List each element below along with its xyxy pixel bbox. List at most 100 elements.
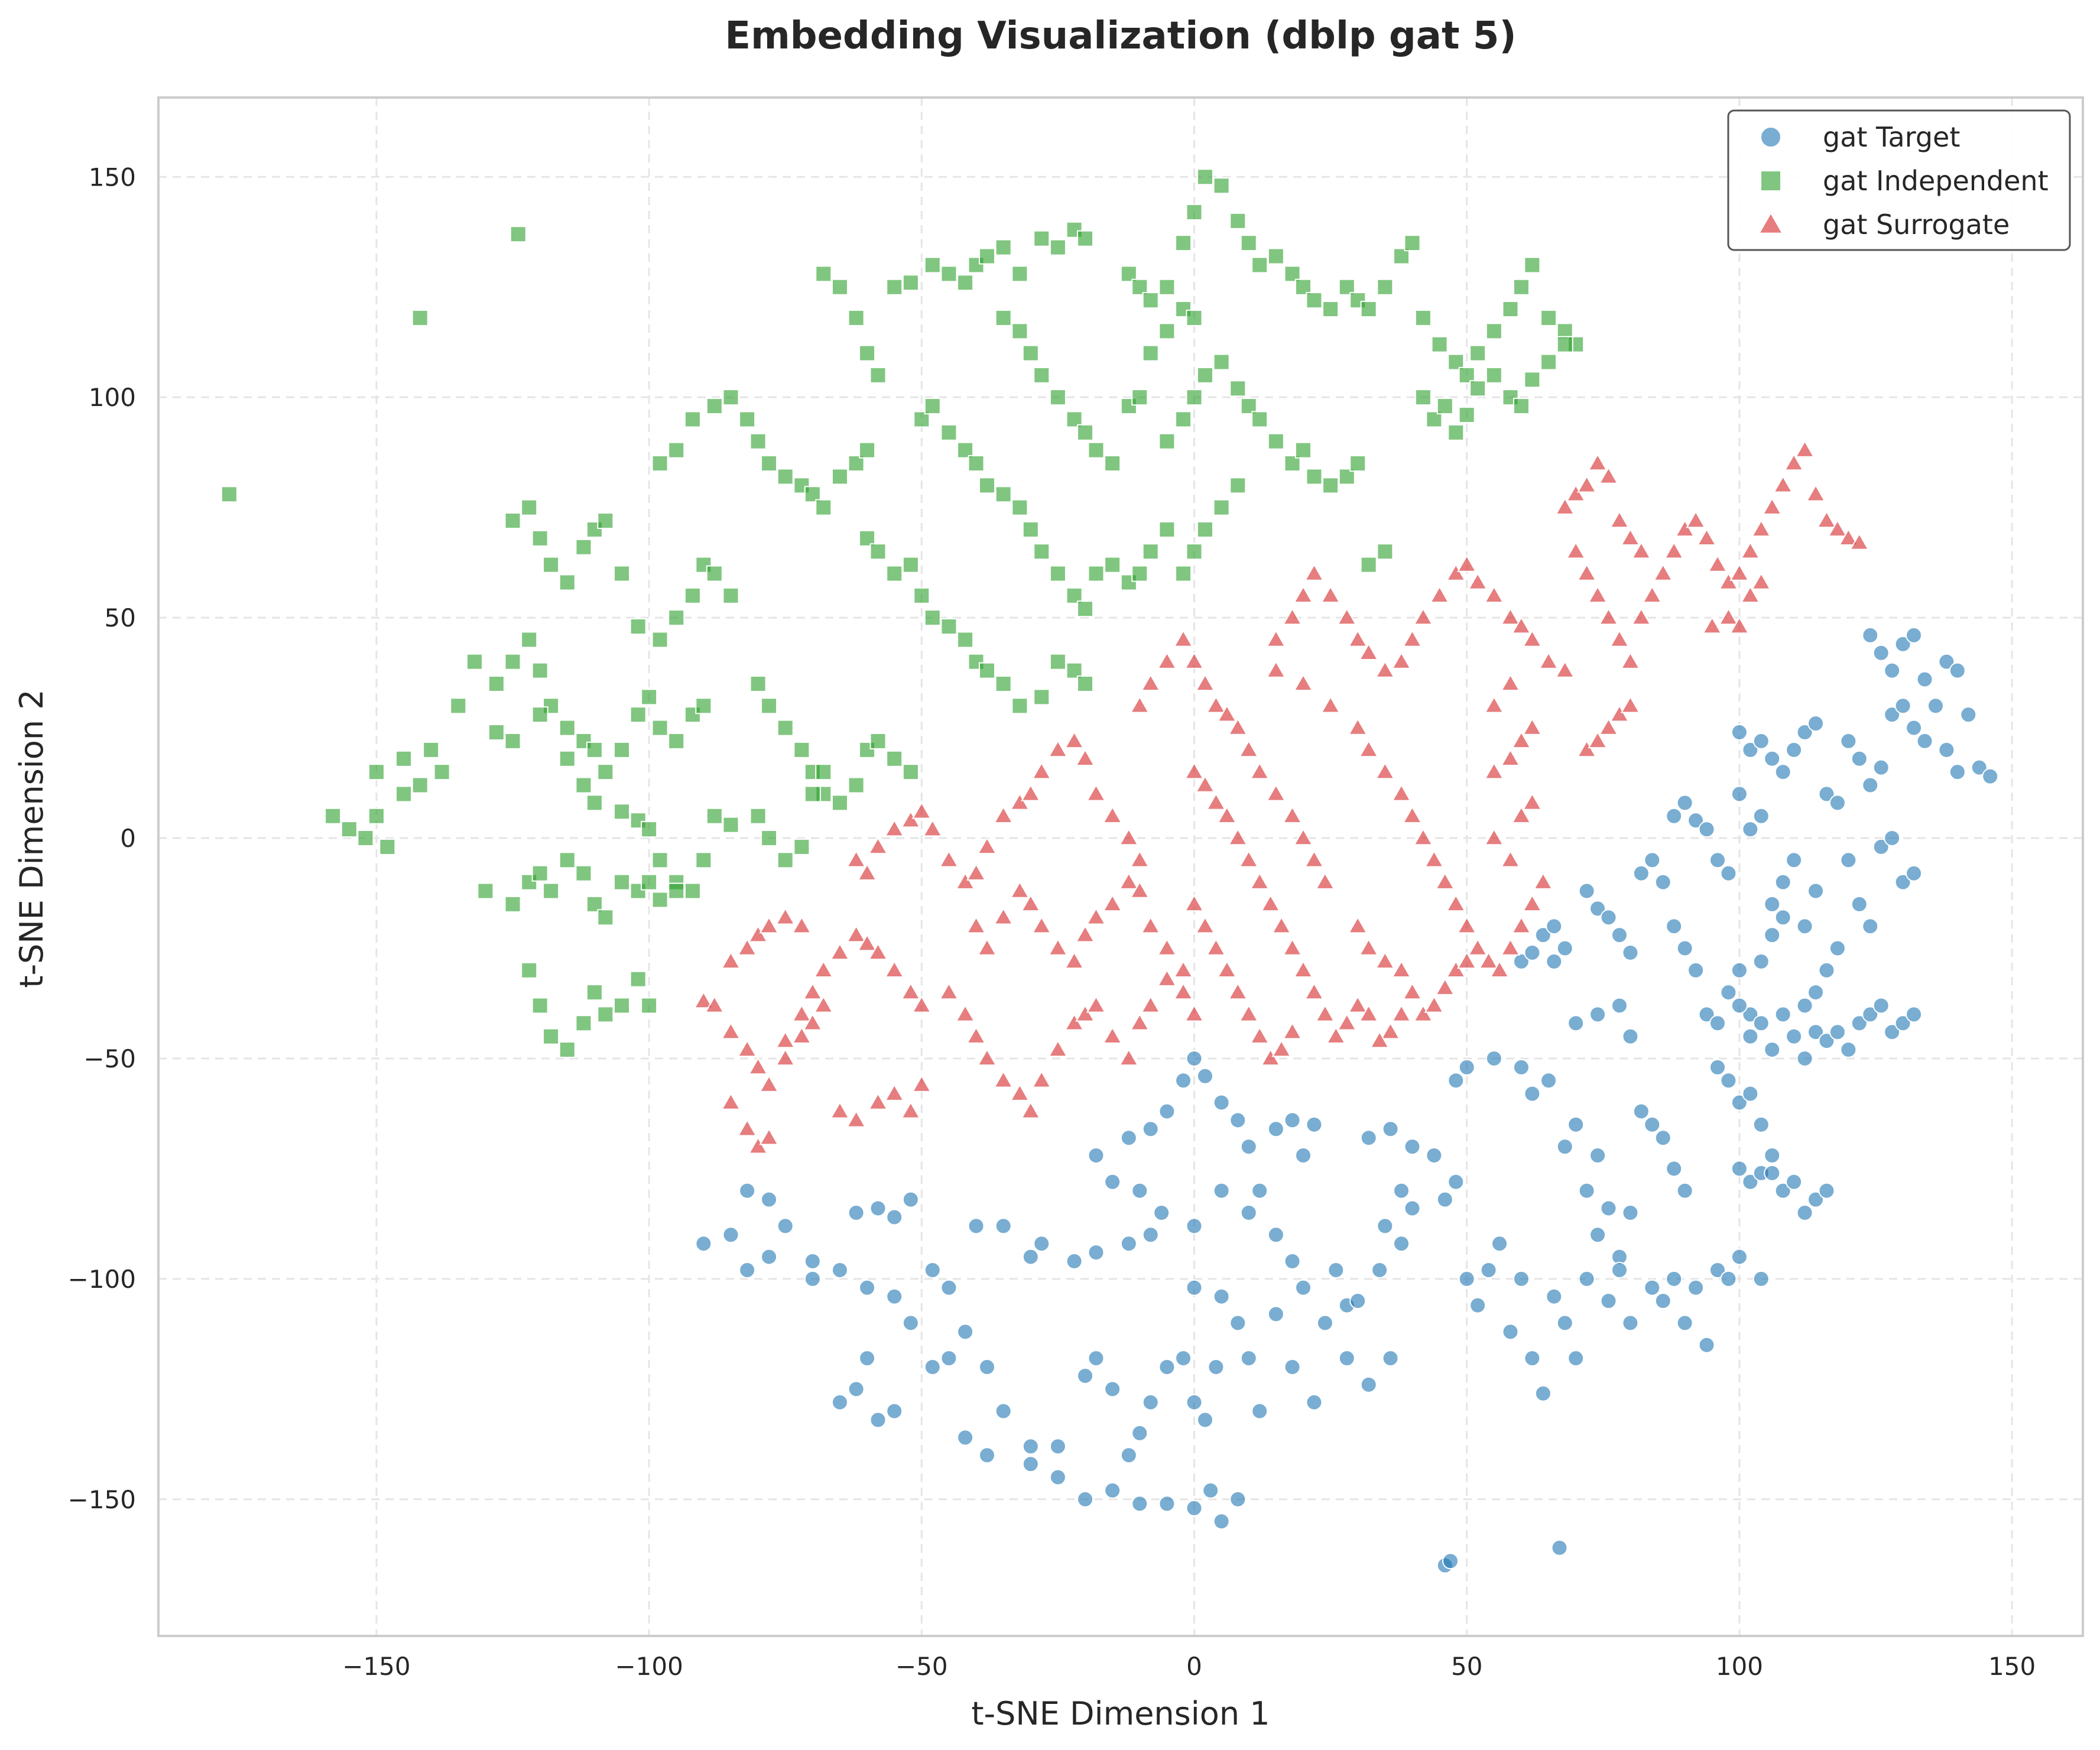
target-point <box>1676 794 1693 811</box>
target-point <box>1120 1235 1137 1252</box>
independent-point <box>668 441 685 459</box>
surrogate-point <box>1664 541 1684 559</box>
target-point <box>1862 777 1879 794</box>
surrogate-point <box>1282 608 1303 625</box>
independent-point <box>629 970 647 988</box>
surrogate-point <box>1293 828 1313 846</box>
surrogate-point <box>1609 629 1630 647</box>
independent-point <box>1431 336 1448 353</box>
surrogate-point <box>1457 951 1477 969</box>
target-point <box>968 1217 985 1235</box>
independent-point <box>521 499 538 516</box>
target-point <box>1589 1147 1606 1164</box>
surrogate-point <box>1484 828 1504 846</box>
independent-point <box>586 984 603 1001</box>
target-point <box>1906 865 1923 882</box>
surrogate-point <box>1576 739 1597 758</box>
x-tick-label: 50 <box>1451 1652 1482 1681</box>
surrogate-point <box>1129 850 1150 868</box>
surrogate-point <box>1228 982 1248 1000</box>
target-point <box>869 1411 887 1428</box>
target-point <box>1851 750 1868 767</box>
surrogate-point <box>1522 793 1543 810</box>
target-point <box>1524 1350 1541 1367</box>
target-point <box>859 1279 876 1296</box>
independent-point <box>488 724 505 741</box>
independent-point <box>395 785 413 803</box>
surrogate-point <box>720 1022 741 1040</box>
surrogate-point <box>1375 660 1395 678</box>
target-point <box>1567 1116 1585 1133</box>
target-point <box>1458 1059 1475 1076</box>
surrogate-point <box>1729 563 1750 581</box>
surrogate-point <box>901 982 921 1000</box>
target-point <box>1622 1314 1639 1332</box>
surrogate-point <box>1129 1013 1150 1031</box>
target-point <box>1611 1261 1628 1278</box>
surrogate-point <box>1320 585 1341 603</box>
surrogate-point <box>1293 960 1313 978</box>
surrogate-point <box>868 942 888 960</box>
target-point <box>1294 1147 1312 1164</box>
independent-point <box>651 719 668 736</box>
surrogate-point <box>1157 969 1177 986</box>
target-point <box>1840 732 1857 749</box>
target-point <box>1158 1495 1176 1512</box>
target-point <box>1676 940 1693 957</box>
target-point <box>1742 1028 1759 1045</box>
surrogate-point <box>1184 894 1205 912</box>
independent-point <box>815 265 832 283</box>
target-point <box>1774 874 1791 891</box>
surrogate-point <box>1102 806 1122 823</box>
target-point <box>1022 1248 1039 1265</box>
target-point <box>1872 838 1890 855</box>
surrogate-point <box>1380 1022 1401 1040</box>
independent-point <box>1186 309 1203 326</box>
target-point <box>1142 1226 1159 1243</box>
independent-point <box>543 1028 560 1045</box>
target-point <box>1382 1350 1399 1367</box>
target-point <box>1666 1160 1683 1177</box>
surrogate-point <box>1348 717 1368 735</box>
target-point <box>1360 1129 1377 1147</box>
target-point <box>1556 1314 1573 1332</box>
target-point <box>1120 1447 1137 1464</box>
target-point <box>1393 1182 1410 1199</box>
target-point <box>1818 785 1835 803</box>
surrogate-point <box>846 850 866 868</box>
target-point <box>1534 1385 1552 1402</box>
surrogate-point <box>939 850 959 868</box>
x-tick-label: 150 <box>1988 1652 2036 1681</box>
independent-point <box>543 556 560 573</box>
surrogate-point <box>1359 938 1379 956</box>
independent-point <box>504 732 521 749</box>
target-point <box>1589 1006 1606 1023</box>
independent-point <box>368 764 385 781</box>
independent-point <box>886 278 903 296</box>
independent-point <box>995 486 1012 503</box>
target-point <box>1666 1270 1683 1287</box>
target-point <box>1731 785 1748 803</box>
independent-point <box>793 741 810 758</box>
surrogate-point <box>1249 1026 1270 1044</box>
surrogate-point <box>1293 585 1313 603</box>
surrogate-point <box>803 982 823 1000</box>
surrogate-point <box>1642 585 1662 603</box>
target-point <box>1267 1306 1284 1323</box>
surrogate-point <box>1413 828 1433 846</box>
independent-point <box>488 675 505 692</box>
target-point <box>1393 1235 1410 1252</box>
independent-point <box>722 389 739 406</box>
target-point <box>1033 1235 1050 1252</box>
surrogate-point <box>748 1057 768 1075</box>
target-point <box>1687 1279 1705 1296</box>
target-point <box>1175 1350 1192 1367</box>
target-point <box>1447 1072 1465 1089</box>
independent-point <box>1104 556 1121 573</box>
surrogate-point <box>1511 806 1531 823</box>
legend-box <box>1727 109 2071 251</box>
independent-point <box>575 538 592 556</box>
target-point <box>1786 852 1803 869</box>
target-point <box>1186 1394 1203 1411</box>
